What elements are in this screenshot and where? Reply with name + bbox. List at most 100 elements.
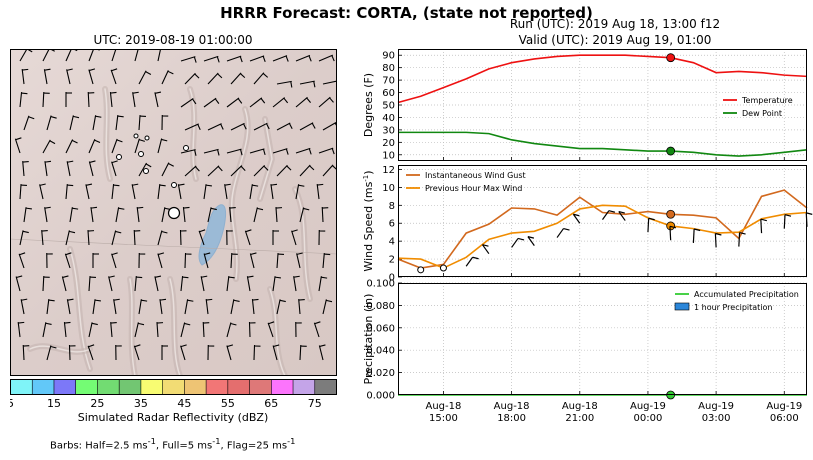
timeseries-wind-barb — [556, 228, 564, 238]
mountain-ridges — [27, 86, 313, 376]
wind-barb — [184, 299, 194, 315]
barb-shaft — [115, 115, 119, 131]
panel-wind: 0 2 4 6 8 10 12 Wind Speed (ms-1) Instantaneous … — [362, 165, 813, 284]
barb-feather — [247, 275, 254, 278]
y-tick-label: 60 — [382, 88, 395, 99]
wind-barb — [138, 252, 146, 269]
barb-shaft — [42, 91, 45, 108]
wind-barb — [291, 229, 298, 246]
wind-barb — [88, 275, 97, 292]
barb-shaft — [20, 299, 25, 315]
timeseries-wind-barb — [647, 218, 650, 233]
barb-feather — [201, 275, 208, 278]
valid-time-label: Valid (UTC): 2019 Aug 19, 01:00 — [518, 33, 712, 47]
y-tick-label: 0.020 — [366, 368, 395, 379]
barb-feather — [217, 149, 220, 156]
barb-shaft — [179, 229, 182, 246]
wind-barb — [110, 68, 118, 85]
panel-background — [398, 283, 807, 395]
wind-barb — [92, 253, 99, 268]
wind-barb — [272, 230, 279, 245]
barb-shaft — [318, 276, 322, 292]
barb-shaft — [318, 345, 324, 361]
barb-feather — [329, 97, 334, 103]
barb-shaft — [318, 54, 334, 62]
barb-shaft — [272, 97, 286, 108]
barb-feather — [138, 322, 145, 326]
barb-shaft — [111, 161, 117, 177]
ridge-hl-8 — [269, 288, 286, 376]
y-tick-label: 10 — [382, 150, 395, 161]
wind-barb — [111, 184, 120, 200]
wind-barb — [299, 80, 316, 88]
wind-barb — [18, 252, 26, 269]
timeseries-wind-barb-feather — [563, 227, 570, 231]
barb-shaft — [248, 321, 251, 338]
wind-barb — [69, 207, 79, 223]
timeseries-wind-barb — [738, 232, 741, 247]
barb-shaft — [138, 70, 147, 85]
wind-barb — [132, 91, 139, 108]
wind-barb — [115, 115, 124, 131]
wind-barb — [276, 299, 286, 315]
wind-barb — [296, 252, 303, 269]
barb-feather — [285, 55, 289, 62]
barb-feather — [44, 68, 51, 71]
wind-barb — [322, 253, 331, 269]
barb-feather — [134, 344, 141, 348]
barb-feather — [308, 55, 312, 62]
barb-note-sup-2: -1 — [212, 436, 221, 446]
wind-barb — [318, 54, 335, 62]
series-highlight-point — [666, 146, 676, 156]
barb-feather — [21, 92, 28, 95]
barb-feather — [263, 165, 269, 171]
wind-barb — [251, 298, 259, 315]
wind-barb — [276, 122, 293, 131]
colorbar-tick-label: 65 — [264, 397, 278, 409]
barb-feather — [240, 165, 246, 171]
wind-barb — [69, 115, 80, 131]
wind-barb — [180, 276, 189, 292]
wind-barb — [207, 72, 223, 85]
barb-feather — [317, 183, 324, 186]
y-tick-label: 12 — [382, 165, 395, 176]
colorbar-tick-label: 45 — [177, 397, 191, 409]
barb-shaft — [64, 253, 71, 269]
wind-barb — [44, 160, 52, 177]
y-tick-label: 8 — [389, 201, 395, 212]
wind-barb — [68, 344, 76, 361]
wind-barb — [276, 252, 285, 269]
wind-barb — [249, 184, 259, 200]
colorbar-cell — [10, 379, 33, 395]
wind-barb — [131, 183, 139, 200]
y-tick-label: 20 — [382, 138, 395, 149]
barb-feather — [22, 68, 29, 71]
barb-feather — [194, 149, 197, 156]
wind-barb — [134, 276, 143, 292]
barb-shaft — [249, 55, 265, 62]
barb-feather — [309, 165, 315, 171]
wind-barb — [184, 123, 201, 131]
ridge-hl-6 — [29, 345, 91, 353]
wind-barb — [313, 321, 321, 338]
wind-barb — [111, 230, 122, 246]
barb-shaft — [226, 322, 232, 338]
barb-feather — [136, 276, 143, 279]
barb-feather — [90, 206, 98, 209]
colorbar-cell — [32, 379, 55, 395]
barb-feather — [28, 116, 35, 120]
wind-barb — [180, 344, 187, 361]
wind-barb — [157, 138, 168, 154]
wind-barb — [276, 80, 293, 88]
barb-shaft — [65, 184, 68, 200]
barb-feather — [110, 91, 117, 94]
lake — [198, 204, 227, 266]
wind-barb — [207, 165, 223, 177]
barb-shaft — [19, 92, 23, 108]
barb-feather — [178, 183, 185, 186]
x-tick-label-time: 00:00 — [634, 413, 663, 424]
legend: Temperature Dew Point — [723, 96, 793, 118]
barb-feather — [183, 206, 190, 209]
wind-barb — [207, 207, 217, 223]
wind-barb — [133, 229, 141, 246]
